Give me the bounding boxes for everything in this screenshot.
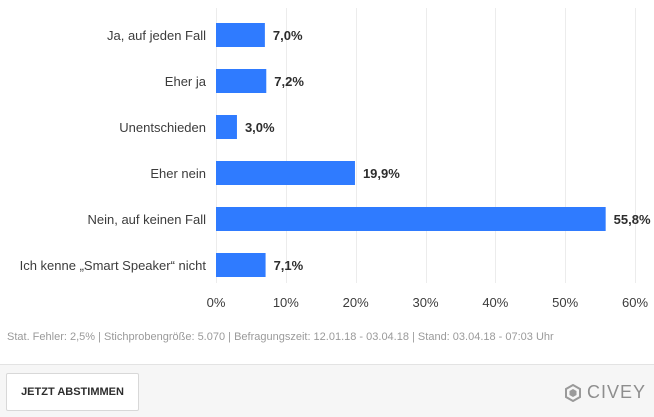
labels: 0% 10% 20% 30% 40% 50% 60% Ja, auf jeden Fall 7,…: [20, 28, 651, 310]
category-label: Ich kenne „Smart Speaker“ nicht: [20, 258, 207, 273]
category-label: Unentschieden: [119, 120, 206, 135]
x-tick-label: 0%: [207, 295, 226, 310]
category-label: Eher ja: [165, 74, 207, 89]
value-label: 55,8%: [614, 212, 651, 227]
bar: [216, 23, 265, 47]
value-label: 7,0%: [273, 28, 303, 43]
civey-logo-icon: [564, 383, 581, 402]
value-label: 7,2%: [274, 74, 304, 89]
x-tick-label: 40%: [482, 295, 508, 310]
x-tick-label: 20%: [343, 295, 369, 310]
value-label: 7,1%: [274, 258, 304, 273]
bar: [216, 207, 606, 231]
value-label: 19,9%: [363, 166, 400, 181]
category-label: Eher nein: [150, 166, 206, 181]
bar: [216, 253, 266, 277]
x-tick-label: 10%: [273, 295, 299, 310]
vote-now-button[interactable]: JETZT ABSTIMMEN: [6, 373, 139, 411]
survey-footnote: Stat. Fehler: 2,5% | Stichprobengröße: 5…: [7, 331, 554, 343]
value-label: 3,0%: [245, 120, 275, 135]
category-label: Ja, auf jeden Fall: [107, 28, 206, 43]
bars: [216, 23, 606, 277]
brand-name: CIVEY: [586, 382, 646, 402]
grid-lines: [216, 8, 636, 283]
brand-logo: CIVEY: [564, 382, 646, 403]
bar: [216, 161, 355, 185]
x-tick-label: 30%: [412, 295, 438, 310]
bar: [216, 69, 267, 93]
bar-chart: 0% 10% 20% 30% 40% 50% 60% Ja, auf jeden Fall 7,…: [20, 8, 651, 310]
bottom-bar: JETZT ABSTIMMEN CIVEY: [0, 364, 654, 417]
x-tick-label: 60%: [622, 295, 648, 310]
category-label: Nein, auf keinen Fall: [87, 212, 206, 227]
bar: [216, 115, 237, 139]
x-tick-label: 50%: [552, 295, 578, 310]
